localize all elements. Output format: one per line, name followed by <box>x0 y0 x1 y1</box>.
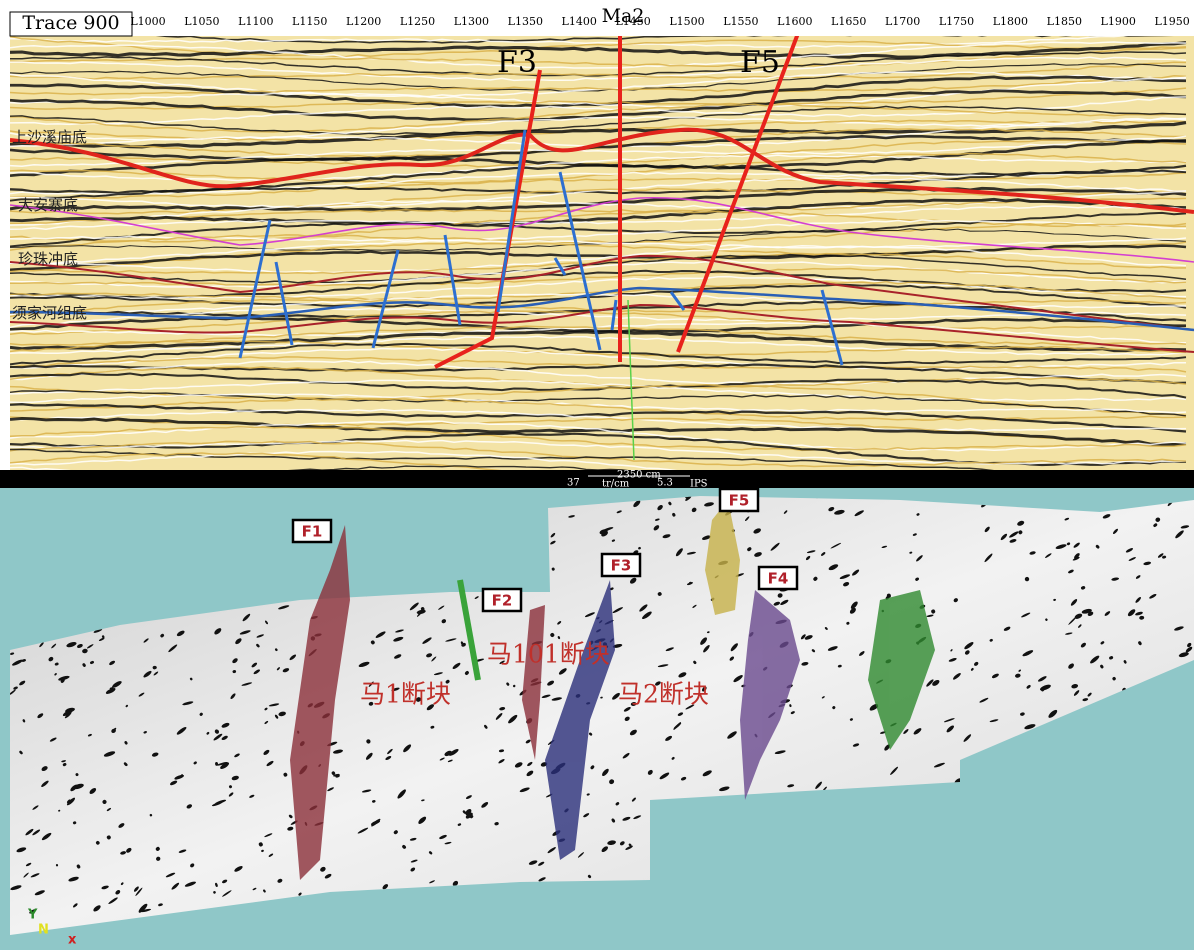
block-label: 马2断块 <box>618 680 709 709</box>
axis-label: Y <box>27 908 38 923</box>
fault-label: F3 <box>497 45 537 80</box>
block-label: 马1断块 <box>360 680 451 709</box>
scale-text: 37 <box>567 478 580 489</box>
horizon-label: 珍珠冲底 <box>18 250 78 268</box>
fault-tag-label: F2 <box>492 592 513 610</box>
fault-tag-label: F5 <box>729 492 750 510</box>
trace-label: L1600 <box>777 15 812 28</box>
trace-label: L1750 <box>939 15 974 28</box>
trace-label: L1100 <box>238 15 273 28</box>
trace-label: L1950 <box>1154 15 1189 28</box>
scale-text: 5.3 <box>657 478 673 489</box>
figure: Trace 900 L1000 L1050 L1100 L1150 L1200 L1250… <box>0 0 1194 950</box>
trace-label: L1250 <box>400 15 435 28</box>
trace-label: L1200 <box>346 15 381 28</box>
well-label: Ma2 <box>602 5 645 27</box>
trace-label: L1350 <box>508 15 543 28</box>
fault-label: F5 <box>740 45 780 80</box>
title: Trace 900 <box>22 12 119 34</box>
scale-text: IPS <box>690 479 708 490</box>
fault-tag-label: F4 <box>768 570 789 588</box>
trace-label: L1550 <box>723 15 758 28</box>
trace-label: L1150 <box>292 15 327 28</box>
trace-label: L1050 <box>184 15 219 28</box>
scale-text: tr/cm <box>602 479 630 490</box>
trace-label: L1800 <box>993 15 1028 28</box>
trace-label: L1650 <box>831 15 866 28</box>
trace-label: L1850 <box>1047 15 1082 28</box>
horizon-label: 须家河组底 <box>12 304 87 322</box>
fault-tag-label: F1 <box>302 523 323 541</box>
trace-label: L1500 <box>669 15 704 28</box>
axis-label: N <box>38 923 49 938</box>
trace-label: L1300 <box>454 15 489 28</box>
block-label: 马101断块 <box>487 640 610 669</box>
fault-tag-label: F3 <box>611 557 632 575</box>
scale-band <box>0 470 1194 488</box>
axis-label: x <box>68 933 77 948</box>
trace-label: L1700 <box>885 15 920 28</box>
trace-label: L1400 <box>562 15 597 28</box>
horizon-label: 上沙溪庙底 <box>12 128 87 146</box>
trace-label: L1000 <box>130 15 165 28</box>
horizon-label: 大安寨底 <box>18 196 78 214</box>
trace-label: L1900 <box>1101 15 1136 28</box>
